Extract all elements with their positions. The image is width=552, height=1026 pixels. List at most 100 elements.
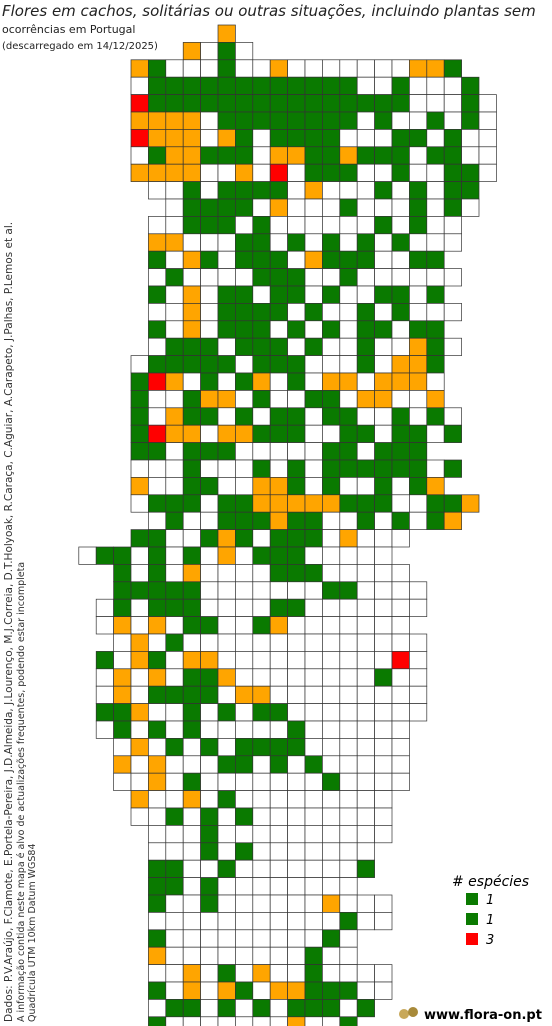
grid-cell (165, 842, 184, 861)
grid-cell (95, 546, 114, 565)
grid-cell (374, 581, 393, 600)
grid-cell (130, 685, 149, 704)
grid-cell (113, 755, 132, 774)
grid-cell (165, 703, 184, 722)
grid-cell (374, 181, 393, 200)
grid-cell (409, 494, 428, 513)
grid-cell (217, 494, 236, 513)
grid-cell (409, 459, 428, 478)
grid-cell (217, 390, 236, 409)
grid-cell (182, 581, 201, 600)
grid-cell (182, 355, 201, 374)
grid-cell (356, 477, 375, 496)
grid-cell (356, 842, 375, 861)
grid-cell (148, 372, 167, 391)
grid-cell (374, 233, 393, 252)
grid-cell (182, 964, 201, 983)
grid-cell (200, 111, 219, 130)
grid-cell (322, 111, 341, 130)
grid-cell (426, 94, 445, 113)
grid-cell (235, 129, 254, 148)
grid-cell (200, 163, 219, 182)
grid-cell (217, 477, 236, 496)
grid-cell (304, 285, 323, 304)
grid-cell (182, 999, 201, 1018)
grid-cell (269, 546, 288, 565)
grid-cell (269, 390, 288, 409)
grid-cell (217, 790, 236, 809)
grid-cell (287, 616, 306, 635)
grid-cell (235, 303, 254, 322)
grid-cell (287, 303, 306, 322)
grid-cell (409, 651, 428, 670)
grid-cell (269, 529, 288, 548)
grid-cell (269, 1016, 288, 1026)
grid-cell (252, 598, 271, 617)
grid-cell (304, 477, 323, 496)
grid-cell (148, 355, 167, 374)
grid-cell (148, 94, 167, 113)
grid-cell (322, 129, 341, 148)
grid-cell (148, 999, 167, 1018)
grid-cell (200, 459, 219, 478)
grid-cell (304, 790, 323, 809)
grid-cell (165, 564, 184, 583)
grid-cell (339, 1016, 358, 1026)
grid-cell (287, 772, 306, 791)
grid-cell (287, 842, 306, 861)
grid-cell (182, 303, 201, 322)
grid-cell (200, 772, 219, 791)
grid-cell (356, 668, 375, 687)
grid-cell (200, 268, 219, 287)
grid-cell (252, 320, 271, 339)
grid-cell (304, 529, 323, 548)
grid-cell (148, 633, 167, 652)
grid-cell (182, 59, 201, 78)
grid-cell (130, 529, 149, 548)
grid-cell (304, 772, 323, 791)
grid-cell (339, 285, 358, 304)
grid-cell (339, 129, 358, 148)
grid-cell (287, 459, 306, 478)
grid-cell (252, 633, 271, 652)
grid-cell (200, 929, 219, 948)
grid-cell (182, 668, 201, 687)
grid-cell (304, 564, 323, 583)
grid-cell (461, 129, 480, 148)
grid-cell (304, 216, 323, 235)
grid-cell (130, 459, 149, 478)
grid-cell (426, 250, 445, 269)
grid-cell (409, 146, 428, 165)
grid-cell (130, 59, 149, 78)
grid-cell (165, 929, 184, 948)
grid-cell (391, 703, 410, 722)
grid-cell (182, 94, 201, 113)
legend-label: 3 (486, 933, 494, 948)
grid-cell (374, 546, 393, 565)
grid-cell (339, 790, 358, 809)
grid-cell (182, 129, 201, 148)
grid-cell (165, 511, 184, 530)
grid-cell (322, 964, 341, 983)
grid-cell (391, 233, 410, 252)
grid-cell (356, 320, 375, 339)
grid-cell (356, 912, 375, 931)
grid-cell (200, 337, 219, 356)
grid-cell (200, 894, 219, 913)
grid-cell (322, 216, 341, 235)
grid-cell (235, 581, 254, 600)
grid-cell (409, 355, 428, 374)
grid-cell (252, 442, 271, 461)
grid-cell (200, 424, 219, 443)
grid-cell (304, 964, 323, 983)
grid-cell (235, 250, 254, 269)
grid-cell (217, 129, 236, 148)
grid-cell (287, 668, 306, 687)
grid-cell (200, 59, 219, 78)
grid-cell (426, 111, 445, 130)
grid-cell (148, 146, 167, 165)
legend-label: 1 (486, 913, 494, 928)
grid-cell (217, 24, 236, 43)
grid-cell (443, 76, 462, 95)
grid-cell (287, 877, 306, 896)
